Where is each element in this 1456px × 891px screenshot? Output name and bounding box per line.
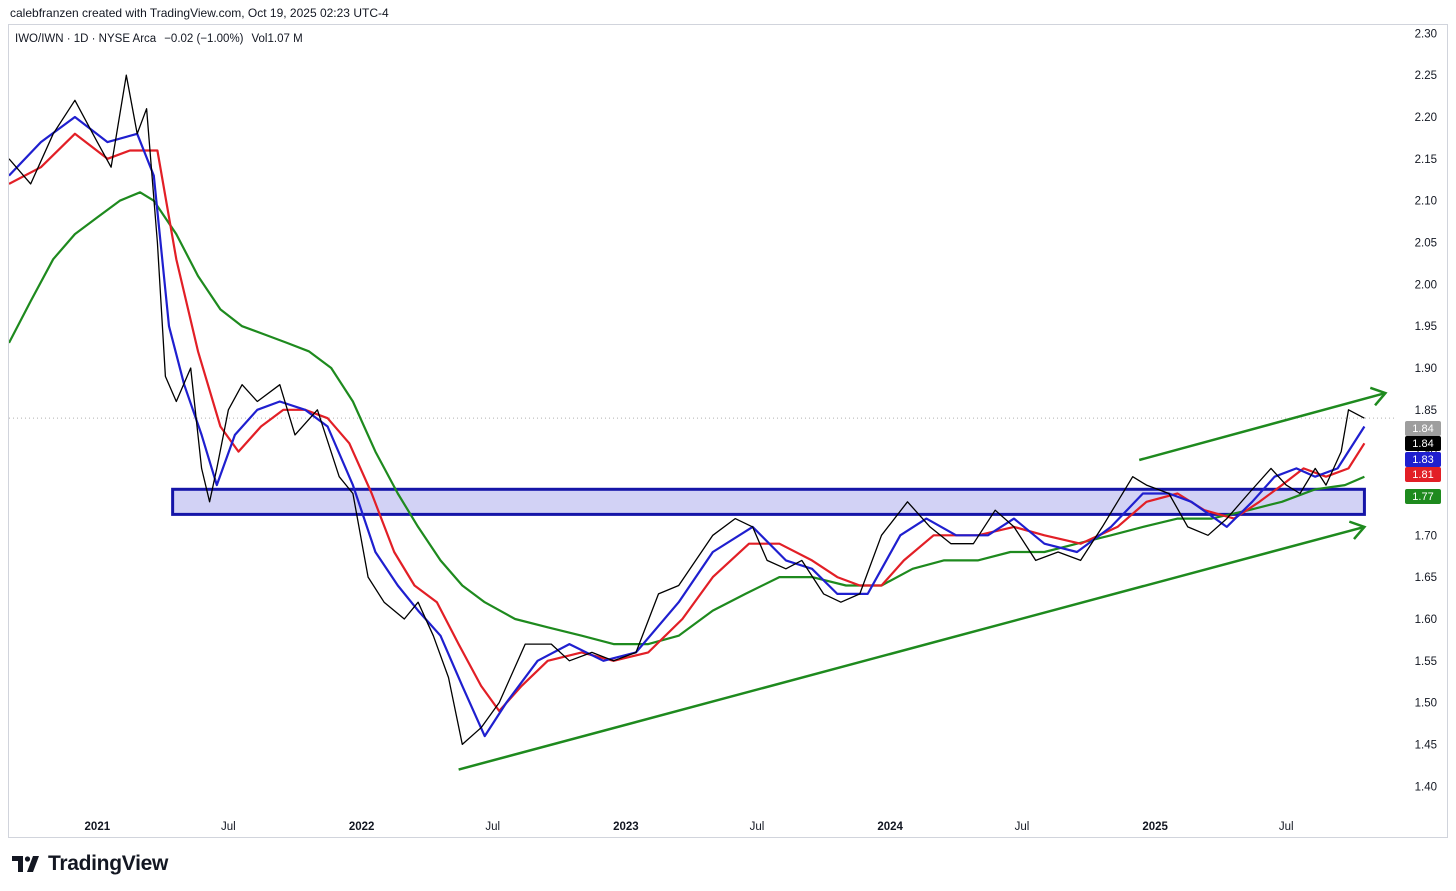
legend-volume: Vol1.07 M [252,33,303,45]
price-label-box [1405,452,1441,467]
x-tick-label: Jul [1015,821,1030,833]
y-tick-label: 1.45 [1415,739,1437,751]
y-tick-label: 2.00 [1415,279,1437,291]
annotation-layer-front [458,386,1388,771]
attribution-text: calebfranzen created with TradingView.co… [10,6,389,20]
price-label: 1.84 [1412,438,1433,450]
y-tick-label: 1.70 [1415,530,1437,542]
tradingview-logo-icon [12,856,39,872]
x-tick-label: 2022 [349,821,375,833]
y-tick-label: 2.25 [1415,70,1437,82]
chart-legend: IWO/IWN · 1D · NYSE Arca −0.02 (−1.00%) Vo… [15,33,303,45]
y-tick-label: 1.85 [1415,405,1437,417]
y-axis[interactable]: 1.401.451.501.551.601.651.701.751.801.85… [1415,28,1437,793]
trendline-arrowhead [1369,386,1388,407]
y-tick-label: 1.50 [1415,698,1437,710]
y-tick-label: 2.30 [1415,28,1437,40]
y-tick-label: 1.90 [1415,363,1437,375]
y-tick-label: 1.60 [1415,614,1437,626]
price-labels: 1.84 1.84 1.83 1.81 1.77 [1405,421,1441,504]
series-price [8,74,1365,746]
y-tick-label: 2.05 [1415,238,1437,250]
x-tick-label: Jul [221,821,236,833]
y-tick-label: 2.15 [1415,154,1437,166]
series-layer [8,74,1366,746]
trendline-arrowhead [1348,520,1367,540]
y-tick-label: 2.20 [1415,112,1437,124]
x-tick-label: 2023 [613,821,639,833]
price-label: 1.84 [1412,423,1433,435]
annotation-layer-back [171,487,1366,516]
x-tick-label: 2021 [85,821,111,833]
trendline [458,525,1365,771]
footer: TradingView [12,852,168,876]
y-tick-label: 1.95 [1415,321,1437,333]
x-tick-label: Jul [750,821,765,833]
tradingview-brand: TradingView [48,852,169,875]
x-axis[interactable]: 2021 Jul 2022 Jul 2023 Jul 2024 Jul 2025 Jul [85,821,1294,833]
chart-panel[interactable]: IWO/IWN · 1D · NYSE Arca −0.02 (−1.00%) Vo… [8,24,1448,838]
y-tick-label: 1.40 [1415,781,1437,793]
y-tick-label: 1.55 [1415,656,1437,668]
price-label-box [1405,421,1441,436]
support-zone-rectangle [171,487,1366,516]
price-label: 1.83 [1412,454,1433,466]
series-moving-average-fast [8,115,1366,738]
x-tick-label: 2025 [1142,821,1168,833]
price-label: 1.77 [1412,491,1433,503]
price-label-box [1405,489,1441,504]
legend-symbol: IWO/IWN · 1D · NYSE Arca [15,33,157,45]
trendline [1138,391,1386,462]
series-moving-average-slow [8,191,1365,646]
y-tick-label: 1.65 [1415,572,1437,584]
y-tick-label: 2.10 [1415,196,1437,208]
x-tick-label: Jul [1279,821,1294,833]
x-tick-label: Jul [485,821,500,833]
price-chart[interactable]: IWO/IWN · 1D · NYSE Arca −0.02 (−1.00%) Vo… [8,25,1447,837]
price-label-box [1405,436,1441,451]
price-label-box [1405,467,1441,482]
price-label: 1.81 [1412,469,1433,481]
x-tick-label: 2024 [877,821,903,833]
legend-change: −0.02 (−1.00%) [164,33,243,45]
series-moving-average-medium [8,132,1366,713]
